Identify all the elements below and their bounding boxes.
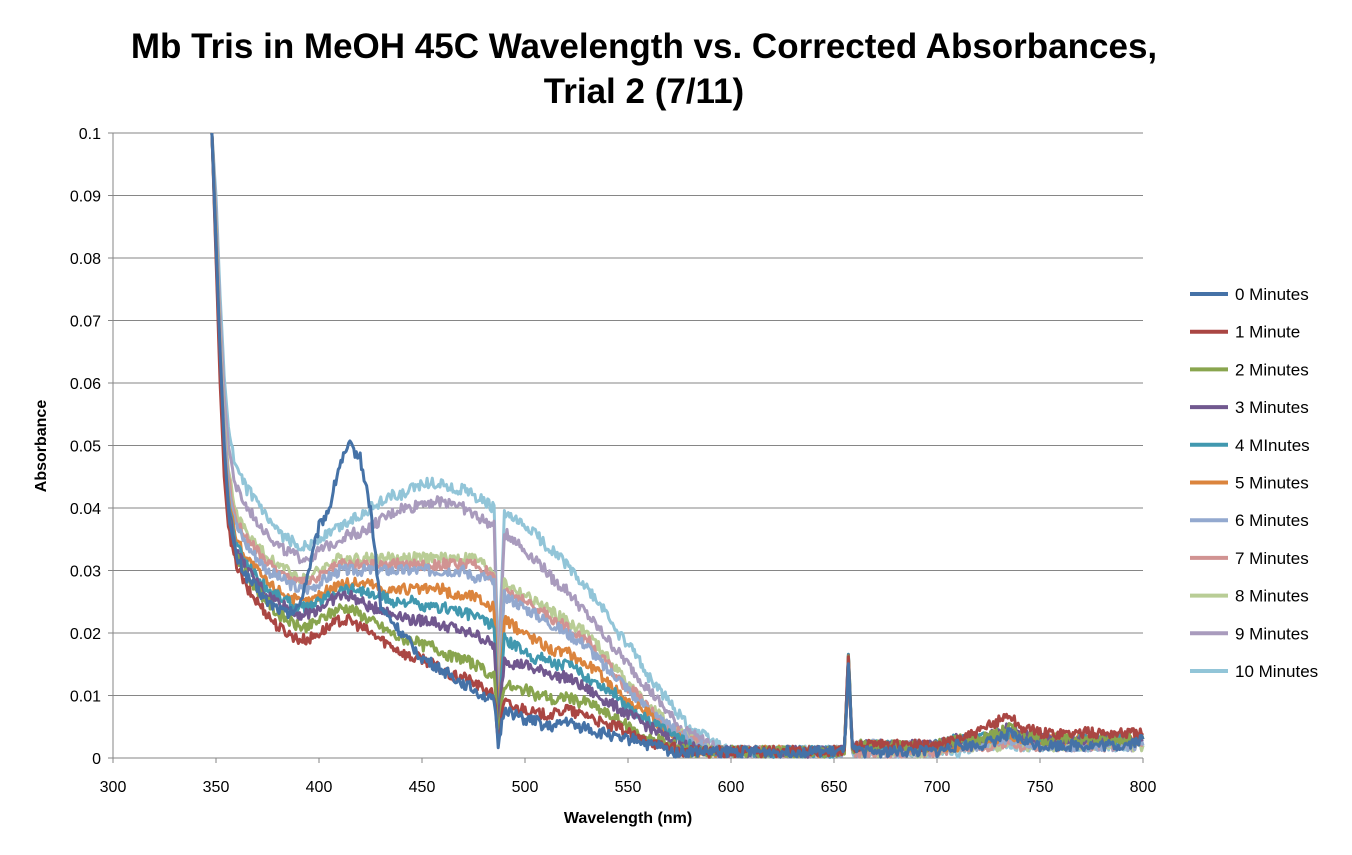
y-tick-label: 0.08 [70,251,101,268]
x-tick-label: 600 [718,779,745,796]
legend-entry-label: 3 Minutes [1235,398,1309,417]
plot-area-frame [112,133,1144,763]
legend-entry-label: 7 Minutes [1235,549,1309,568]
chart-title-line-1: Mb Tris in MeOH 45C Wavelength vs. Corre… [131,27,1157,66]
y-tick-label: 0.1 [79,126,101,143]
legend-entry-label: 8 Minutes [1235,587,1309,606]
y-tick-label: 0.02 [70,626,101,643]
legend-entry-label: 5 Minutes [1235,474,1309,493]
legend-entry-label: 0 Minutes [1235,285,1309,304]
legend-entry-label: 6 Minutes [1235,511,1309,530]
y-axis-tick-labels: 0 0.01 0.02 0.03 0.04 0.05 0.06 0.07 0.08 0.09 0.1 [70,126,101,768]
x-tick-label: 750 [1027,779,1054,796]
chart-title-line-2: Trial 2 (7/11) [544,72,744,111]
x-tick-label: 800 [1130,779,1157,796]
x-tick-label: 300 [100,779,127,796]
series-line [210,132,1145,759]
series-line [210,132,1145,759]
series-lines [210,132,1145,759]
legend-entry-label: 2 Minutes [1235,360,1309,379]
chart-title: Mb Tris in MeOH 45C Wavelength vs. Corre… [131,27,1157,111]
y-tick-label: 0.04 [70,501,101,518]
y-tick-label: 0.06 [70,376,101,393]
y-tick-label: 0.05 [70,439,101,456]
legend-entry-label: 1 Minute [1235,323,1300,342]
legend-entry-label: 9 Minutes [1235,624,1309,643]
x-tick-label: 450 [409,779,436,796]
x-tick-label: 700 [924,779,951,796]
x-axis-title: Wavelength (nm) [564,810,692,827]
x-tick-label: 650 [821,779,848,796]
y-tick-label: 0.01 [70,689,101,706]
legend-entry-label: 10 Minutes [1235,662,1318,681]
x-tick-label: 400 [306,779,333,796]
y-axis-title: Absorbance [33,400,50,493]
x-tick-label: 500 [512,779,539,796]
legend-entry-label: 4 MInutes [1235,436,1310,455]
y-tick-label: 0.07 [70,314,101,331]
gridlines [108,132,1143,759]
x-axis-tick-labels: 300 350 400 450 500 550 600 650 700 750 800 [100,779,1157,796]
x-tick-label: 550 [615,779,642,796]
legend: 0 Minutes 1 Minute 2 Minutes 3 Minutes 4 MIn… [1190,285,1318,681]
y-tick-label: 0.09 [70,189,101,206]
y-tick-label: 0 [92,751,101,768]
y-tick-label: 0.03 [70,564,101,581]
x-tick-label: 350 [203,779,230,796]
